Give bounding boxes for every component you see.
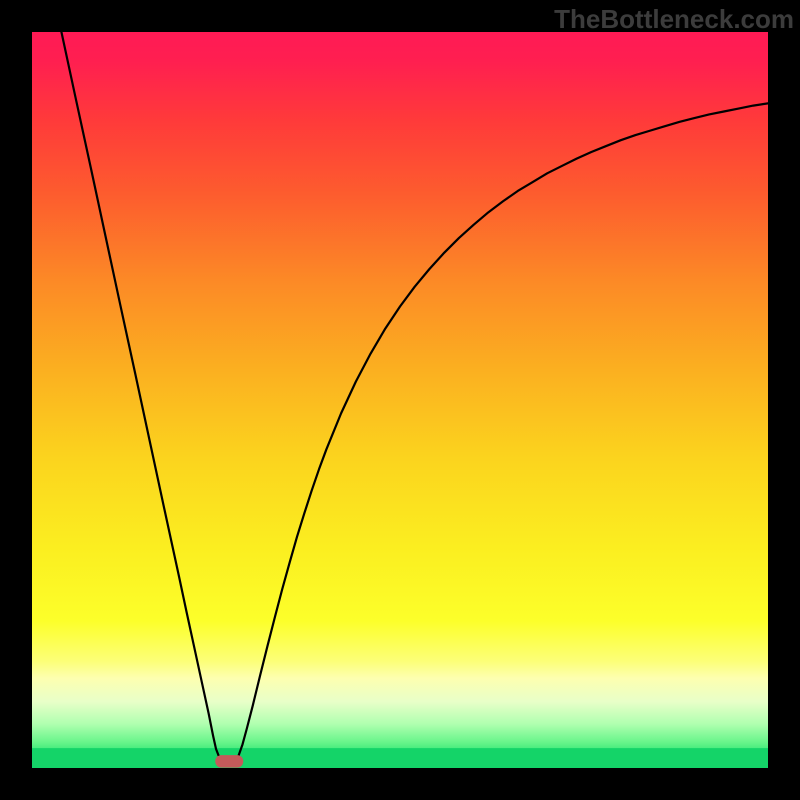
chart-marker <box>215 755 243 768</box>
chart-plot-area <box>32 32 768 768</box>
chart-gradient-background <box>32 32 768 768</box>
chart-green-band <box>32 748 768 768</box>
chart-svg <box>32 32 768 768</box>
